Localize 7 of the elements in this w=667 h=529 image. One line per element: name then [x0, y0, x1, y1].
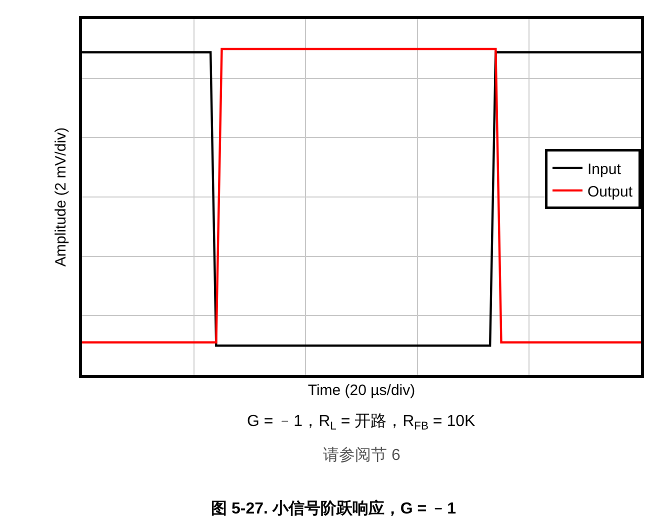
legend-label: Input — [588, 160, 622, 178]
text: G = ﹣1，R$_{L}$ = 开路，R$_{FB}$ = 10K — [247, 413, 476, 432]
text: 请参阅节 6 — [323, 446, 400, 464]
y-axis-title: Amplitude (2 mV/div) — [52, 127, 70, 267]
x-axis-title: Time (20 µs/div) — [308, 382, 416, 399]
legend-label: Output — [588, 183, 634, 200]
text: 图 5-27. 小信号阶跃响应，G = ﹣1 — [211, 498, 456, 518]
